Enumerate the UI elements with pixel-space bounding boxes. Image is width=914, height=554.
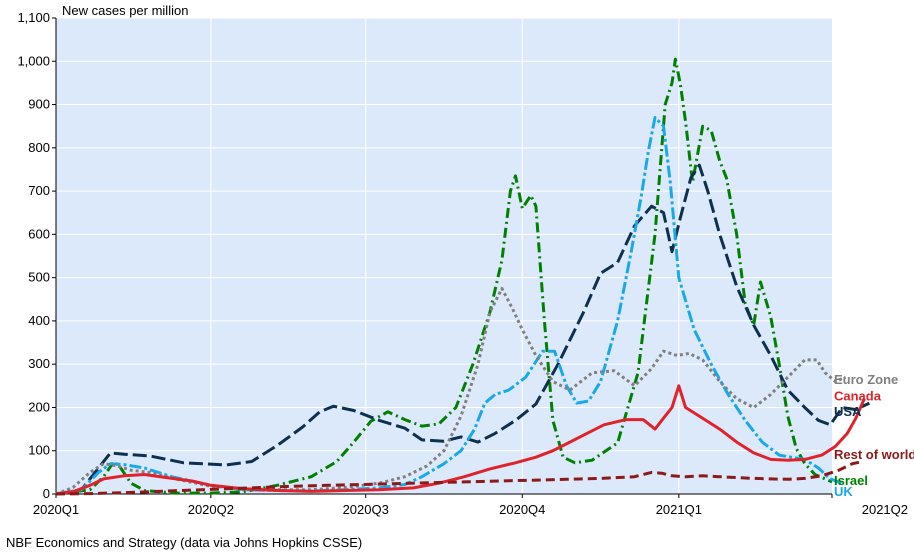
x-tick-label: 2020Q3 — [343, 502, 389, 517]
series-line-euro-zone — [55, 287, 847, 496]
x-tick-label: 2021Q1 — [656, 502, 702, 517]
series-label-canada: Canada — [834, 389, 882, 404]
y-tick-label: 900 — [28, 97, 50, 112]
series-group — [55, 57, 871, 496]
y-axis: 0 100 200 300 400 500 600 700 800 900 1,000 1,100 — [17, 10, 57, 501]
y-tick-label: 1,000 — [17, 53, 50, 68]
x-tick-label: 2020Q2 — [188, 502, 234, 517]
x-tick-label: 2021Q2 — [862, 502, 908, 517]
x-tick-label: 2020Q1 — [33, 502, 79, 517]
y-tick-label: 0 — [43, 486, 50, 501]
series-label-uk: UK — [834, 484, 853, 499]
series-label-israel: Israel — [834, 473, 868, 488]
y-tick-label: 500 — [28, 270, 50, 285]
series-label-usa: USA — [834, 404, 862, 419]
y-tick-label: 600 — [28, 226, 50, 241]
series-line-usa — [55, 163, 871, 496]
plot-area — [56, 18, 832, 494]
y-tick-label: 200 — [28, 399, 50, 414]
x-axis: 2020Q1 2020Q2 2020Q3 2020Q4 2021Q1 2021Q2 — [33, 493, 908, 517]
y-tick-label: 300 — [28, 356, 50, 371]
series-line-canada — [55, 384, 866, 496]
series-label-euro-zone: Euro Zone — [834, 372, 898, 387]
x-tick-label: 2020Q4 — [499, 502, 545, 517]
y-tick-label: 400 — [28, 313, 50, 328]
source-note: NBF Economics and Strategy (data via Joh… — [6, 535, 363, 550]
y-tick-label: 1,100 — [17, 10, 50, 25]
y-axis-title: New cases per million — [62, 3, 188, 18]
y-tick-label: 800 — [28, 140, 50, 155]
y-tick-label: 700 — [28, 183, 50, 198]
series-label-rest-of-world: Rest of world — [834, 447, 914, 462]
y-tick-label: 100 — [28, 443, 50, 458]
